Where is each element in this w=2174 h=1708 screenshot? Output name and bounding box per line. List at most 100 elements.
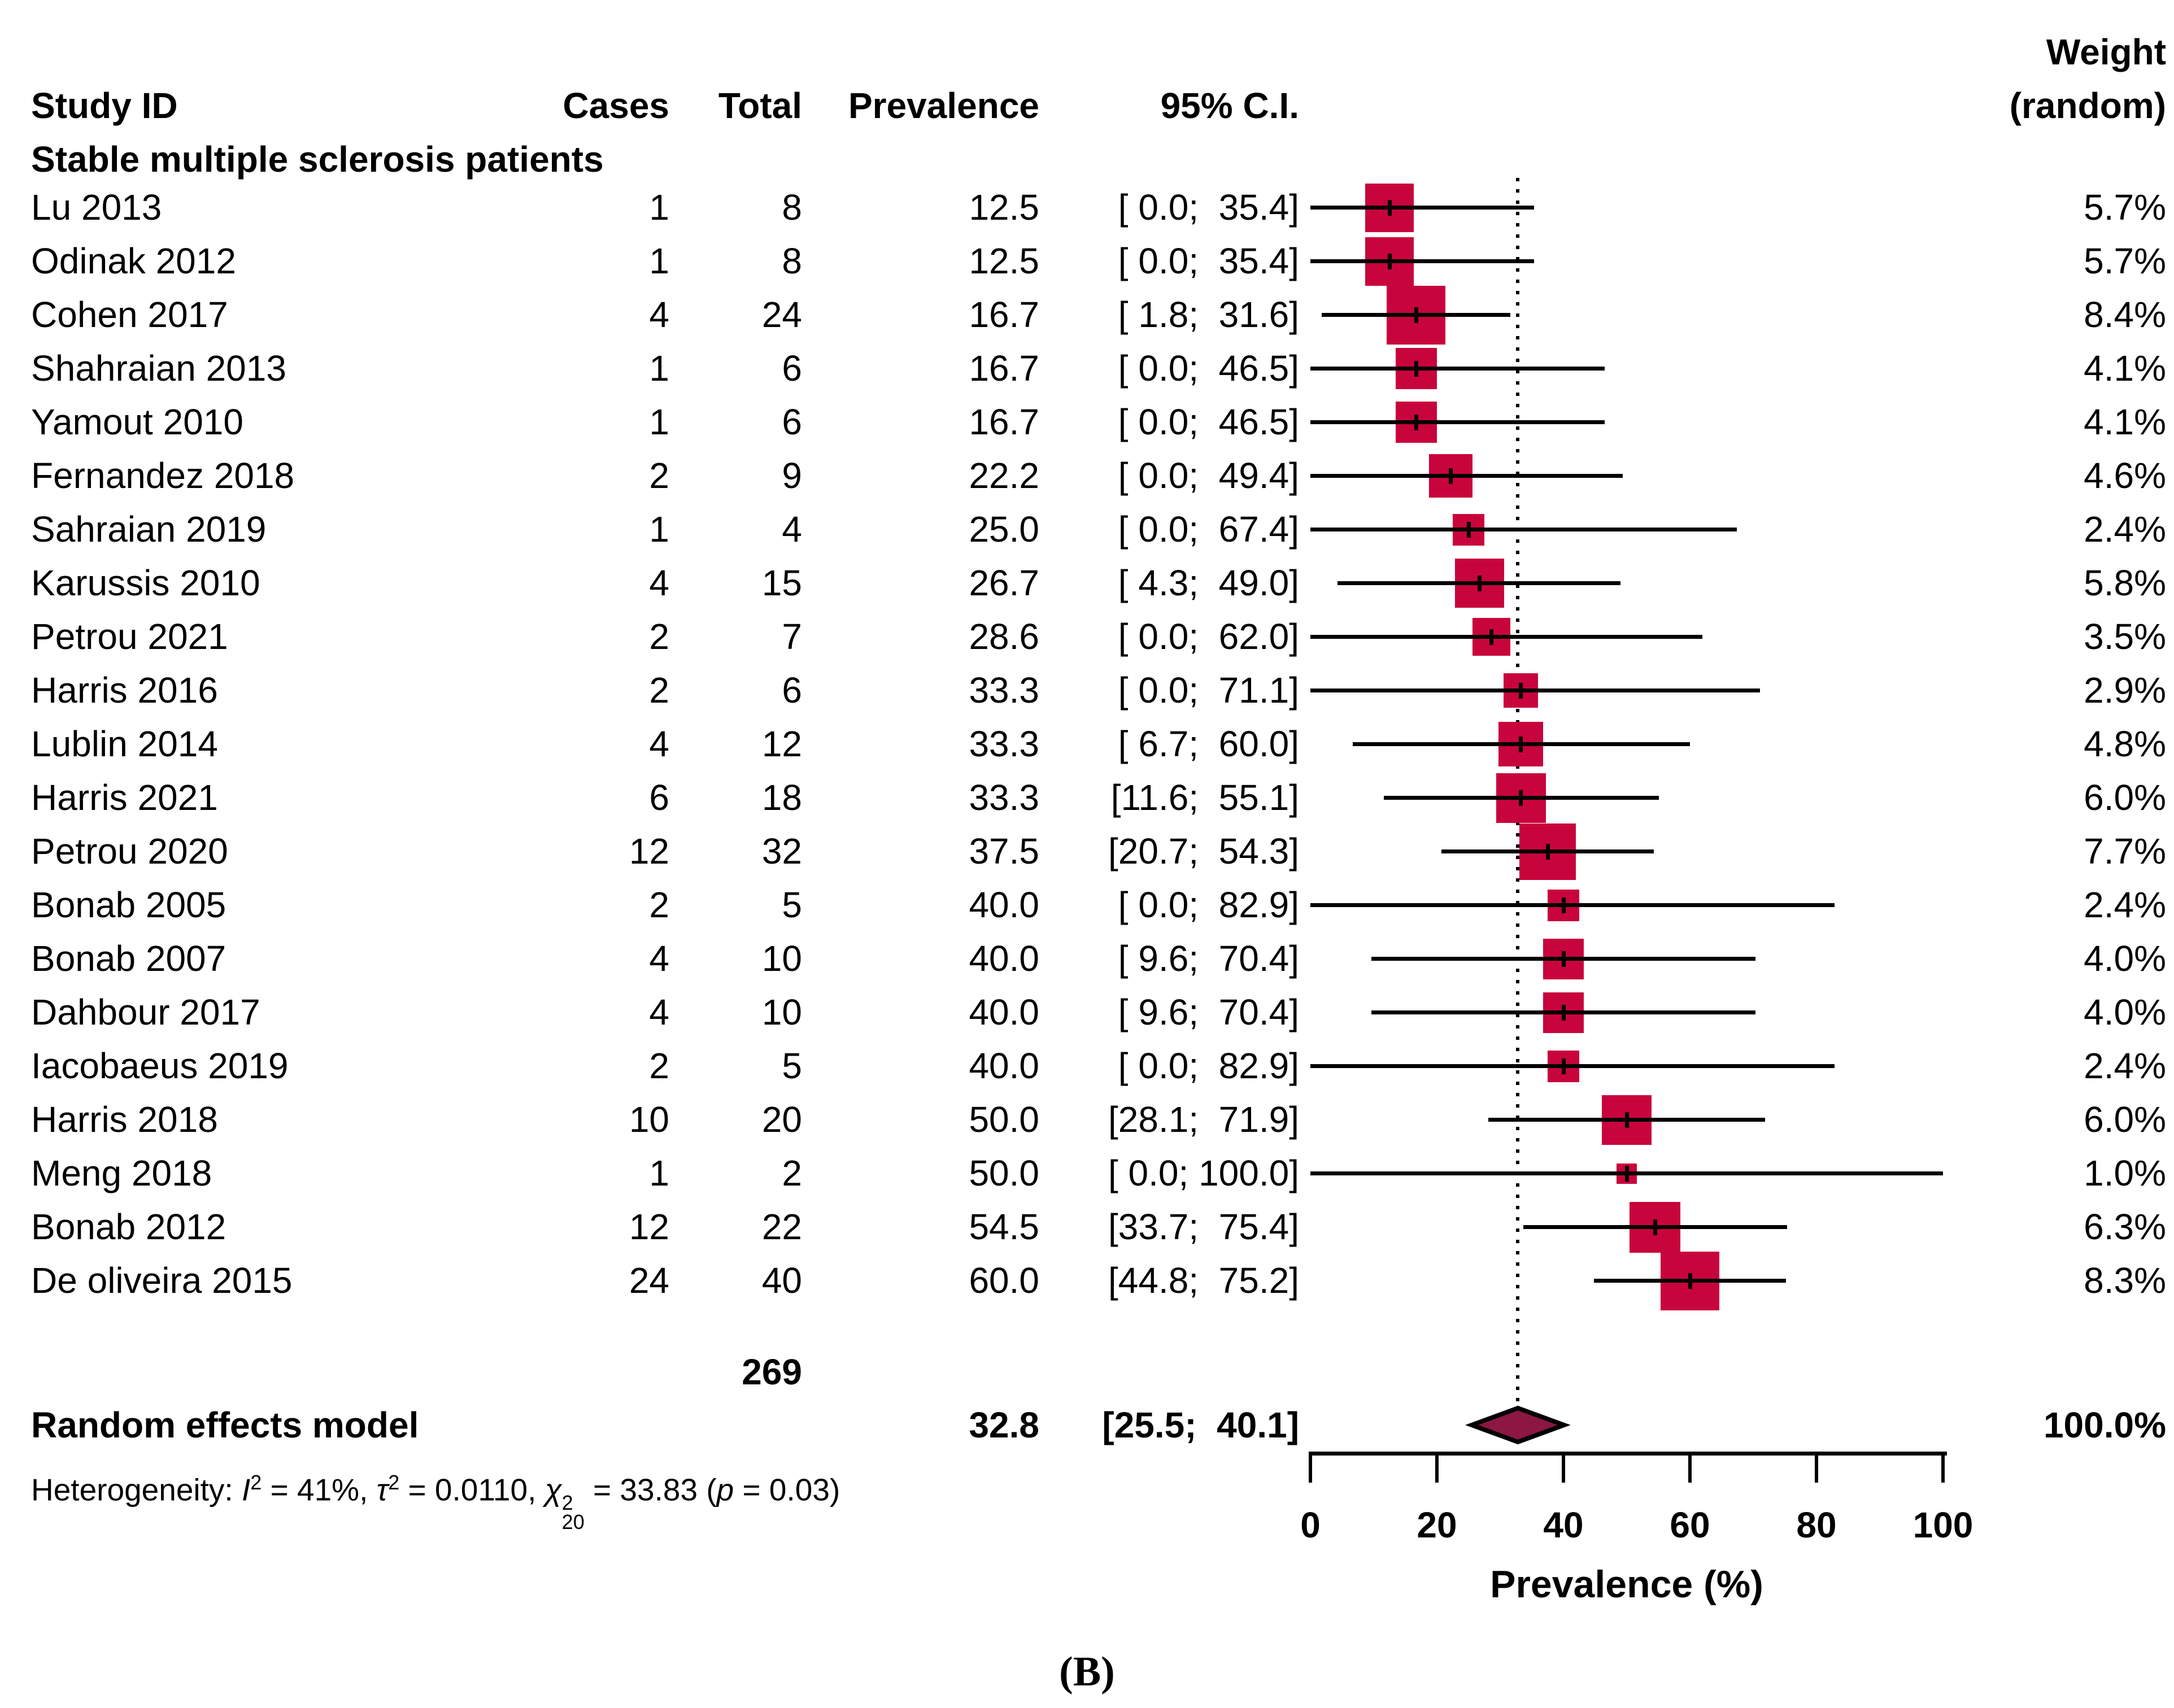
weight-cell: 1.0% xyxy=(2084,1153,2166,1193)
effect-point-tick xyxy=(1561,951,1566,967)
weight-cell: 5.8% xyxy=(2084,563,2166,603)
study-id-cell: Lu 2013 xyxy=(31,187,162,228)
x-axis-tick-label: 40 xyxy=(1543,1505,1584,1545)
x-axis-tick xyxy=(1815,1452,1818,1483)
prevalence-cell: 25.0 xyxy=(969,509,1039,550)
prevalence-cell: 33.3 xyxy=(969,724,1039,764)
study-id-cell: Harris 2021 xyxy=(31,777,218,818)
x-axis-tick xyxy=(1562,1452,1565,1483)
ci-cell: [33.7; 75.4] xyxy=(1108,1206,1299,1247)
ci-cell: [ 0.0; 35.4] xyxy=(1118,241,1299,281)
weight-cell: 2.9% xyxy=(2084,670,2166,711)
total-cell: 20 xyxy=(761,1099,802,1140)
weight-cell: 4.1% xyxy=(2084,402,2166,442)
cases-cell: 2 xyxy=(649,884,669,925)
weight-cell: 6.3% xyxy=(2084,1206,2166,1247)
cases-cell: 6 xyxy=(649,777,669,818)
x-axis-tick-label: 20 xyxy=(1417,1505,1457,1545)
total-cell: 8 xyxy=(782,241,802,281)
x-axis-tick-label: 0 xyxy=(1300,1505,1321,1545)
effect-point-tick xyxy=(1545,843,1550,860)
total-cell: 24 xyxy=(761,294,802,335)
ci-cell: [ 0.0; 62.0] xyxy=(1118,616,1299,657)
effect-point-tick xyxy=(1414,307,1418,323)
ci-cell: [ 0.0; 49.4] xyxy=(1118,455,1299,496)
ci-line xyxy=(1310,903,1835,907)
ci-cell: [ 0.0; 100.0] xyxy=(1108,1153,1299,1193)
total-cell: 15 xyxy=(761,563,802,603)
prevalence-cell: 33.3 xyxy=(969,670,1039,711)
x-axis-tick-label: 80 xyxy=(1796,1505,1837,1545)
effect-point-tick xyxy=(1414,360,1418,377)
cases-cell: 12 xyxy=(629,831,669,872)
cases-cell: 4 xyxy=(649,724,669,764)
cases-cell: 1 xyxy=(649,1153,669,1193)
weight-cell: 5.7% xyxy=(2084,241,2166,281)
cases-cell: 1 xyxy=(649,187,669,228)
cases-cell: 24 xyxy=(629,1260,669,1301)
study-id-cell: Sahraian 2019 xyxy=(31,509,267,550)
prevalence-cell: 40.0 xyxy=(969,884,1039,925)
ci-cell: [ 0.0; 71.1] xyxy=(1118,670,1299,711)
weight-cell: 3.5% xyxy=(2084,616,2166,657)
effect-point-tick xyxy=(1561,1004,1566,1021)
total-cell: 10 xyxy=(761,938,802,979)
summary-diamond xyxy=(1465,1405,1571,1445)
total-cell: 40 xyxy=(761,1260,802,1301)
cases-cell: 4 xyxy=(649,563,669,603)
effect-point-tick xyxy=(1653,1219,1657,1235)
study-id-cell: Bonab 2007 xyxy=(31,938,226,979)
weight-cell: 2.4% xyxy=(2084,1045,2166,1086)
study-id-cell: Petrou 2021 xyxy=(31,616,228,657)
weight-cell: 8.4% xyxy=(2084,294,2166,335)
total-cell: 5 xyxy=(782,884,802,925)
cases-cell: 10 xyxy=(629,1099,669,1140)
prevalence-cell: 12.5 xyxy=(969,187,1039,228)
ci-cell: [ 4.3; 49.0] xyxy=(1118,563,1299,603)
ci-line xyxy=(1310,474,1623,478)
ci-line xyxy=(1310,1064,1835,1068)
col-header-cases: Cases xyxy=(563,85,669,126)
total-cell: 12 xyxy=(761,724,802,764)
study-id-cell: Fernandez 2018 xyxy=(31,455,295,496)
weight-cell: 6.0% xyxy=(2084,1099,2166,1140)
weight-cell: 8.3% xyxy=(2084,1260,2166,1301)
prevalence-cell: 16.7 xyxy=(969,348,1039,389)
effect-point-tick xyxy=(1466,521,1471,538)
col-header-prevalence: Prevalence xyxy=(848,85,1039,126)
cases-cell: 2 xyxy=(649,670,669,711)
study-id-cell: Harris 2018 xyxy=(31,1099,218,1140)
cases-cell: 1 xyxy=(649,241,669,281)
total-cases-sum: 269 xyxy=(742,1352,802,1392)
study-id-cell: Meng 2018 xyxy=(31,1153,212,1193)
ci-cell: [ 9.6; 70.4] xyxy=(1118,992,1299,1032)
x-axis-tick xyxy=(1688,1452,1692,1483)
ci-cell: [ 0.0; 46.5] xyxy=(1118,402,1299,442)
ci-line xyxy=(1310,528,1737,531)
cases-cell: 1 xyxy=(649,348,669,389)
effect-point-tick xyxy=(1519,790,1523,806)
col-header-weight-line2: (random) xyxy=(2009,85,2166,126)
total-cell: 9 xyxy=(782,455,802,496)
summary-prevalence: 32.8 xyxy=(969,1405,1039,1445)
ci-cell: [ 0.0; 67.4] xyxy=(1118,509,1299,550)
summary-weight: 100.0% xyxy=(2043,1405,2166,1445)
summary-ci: [25.5; 40.1] xyxy=(1102,1405,1299,1445)
prevalence-cell: 40.0 xyxy=(969,938,1039,979)
col-header-weight-line1: Weight xyxy=(2046,32,2166,72)
x-axis-line xyxy=(1310,1452,1947,1456)
ci-line xyxy=(1310,420,1605,424)
prevalence-cell: 33.3 xyxy=(969,777,1039,818)
ci-cell: [ 0.0; 46.5] xyxy=(1118,348,1299,389)
prevalence-cell: 50.0 xyxy=(969,1153,1039,1193)
weight-cell: 7.7% xyxy=(2084,831,2166,872)
weight-cell: 4.0% xyxy=(2084,938,2166,979)
ci-cell: [11.6; 55.1] xyxy=(1110,777,1299,818)
study-id-cell: Karussis 2010 xyxy=(31,563,260,603)
cases-cell: 2 xyxy=(649,455,669,496)
total-cell: 8 xyxy=(782,187,802,228)
effect-point-tick xyxy=(1519,736,1523,752)
study-id-cell: Yamout 2010 xyxy=(31,402,243,442)
ci-cell: [ 0.0; 35.4] xyxy=(1118,187,1299,228)
ci-line xyxy=(1310,206,1535,210)
